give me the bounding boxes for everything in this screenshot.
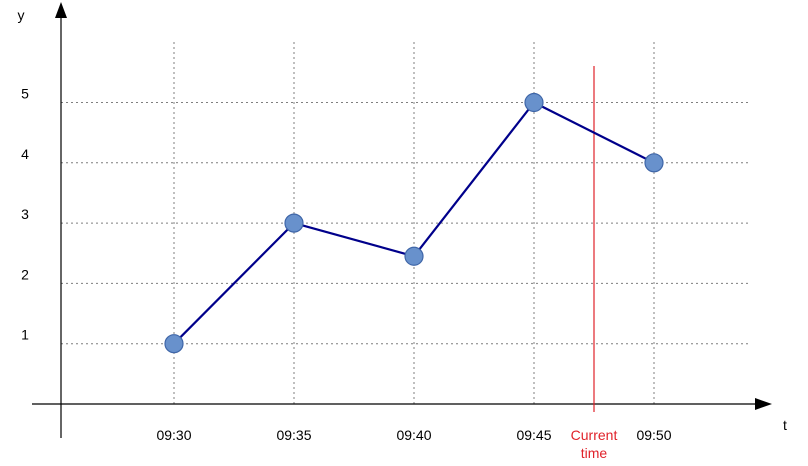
data-point xyxy=(524,92,544,113)
y-axis-label: y xyxy=(18,7,25,23)
x-axis-label: t xyxy=(783,417,787,433)
y-tick-label: 4 xyxy=(21,146,29,162)
data-point xyxy=(284,213,304,233)
axes: y t xyxy=(18,2,787,438)
y-tick-label: 5 xyxy=(21,86,29,102)
grid xyxy=(61,42,748,404)
current-time-label: Current xyxy=(571,427,618,443)
x-tick-label: 09:35 xyxy=(276,427,311,443)
x-tick-label: 09:40 xyxy=(396,427,431,443)
data-point xyxy=(164,334,184,354)
data-point xyxy=(404,246,424,266)
data-point xyxy=(644,153,664,173)
y-tick-label: 3 xyxy=(21,206,29,222)
x-axis-arrow xyxy=(755,398,772,410)
series xyxy=(164,92,664,354)
tick-labels: 1 2 3 4 5 09:30 09:35 09:40 09:45 09:50 xyxy=(21,86,672,444)
x-tick-label: 09:30 xyxy=(156,427,191,443)
current-time-marker: Current time xyxy=(571,66,618,461)
y-tick-label: 1 xyxy=(21,327,29,343)
x-tick-label: 09:45 xyxy=(516,427,551,443)
y-tick-label: 2 xyxy=(21,266,29,282)
current-time-label: time xyxy=(581,445,608,461)
y-axis-arrow xyxy=(55,2,67,18)
x-tick-label: 09:50 xyxy=(636,427,671,443)
